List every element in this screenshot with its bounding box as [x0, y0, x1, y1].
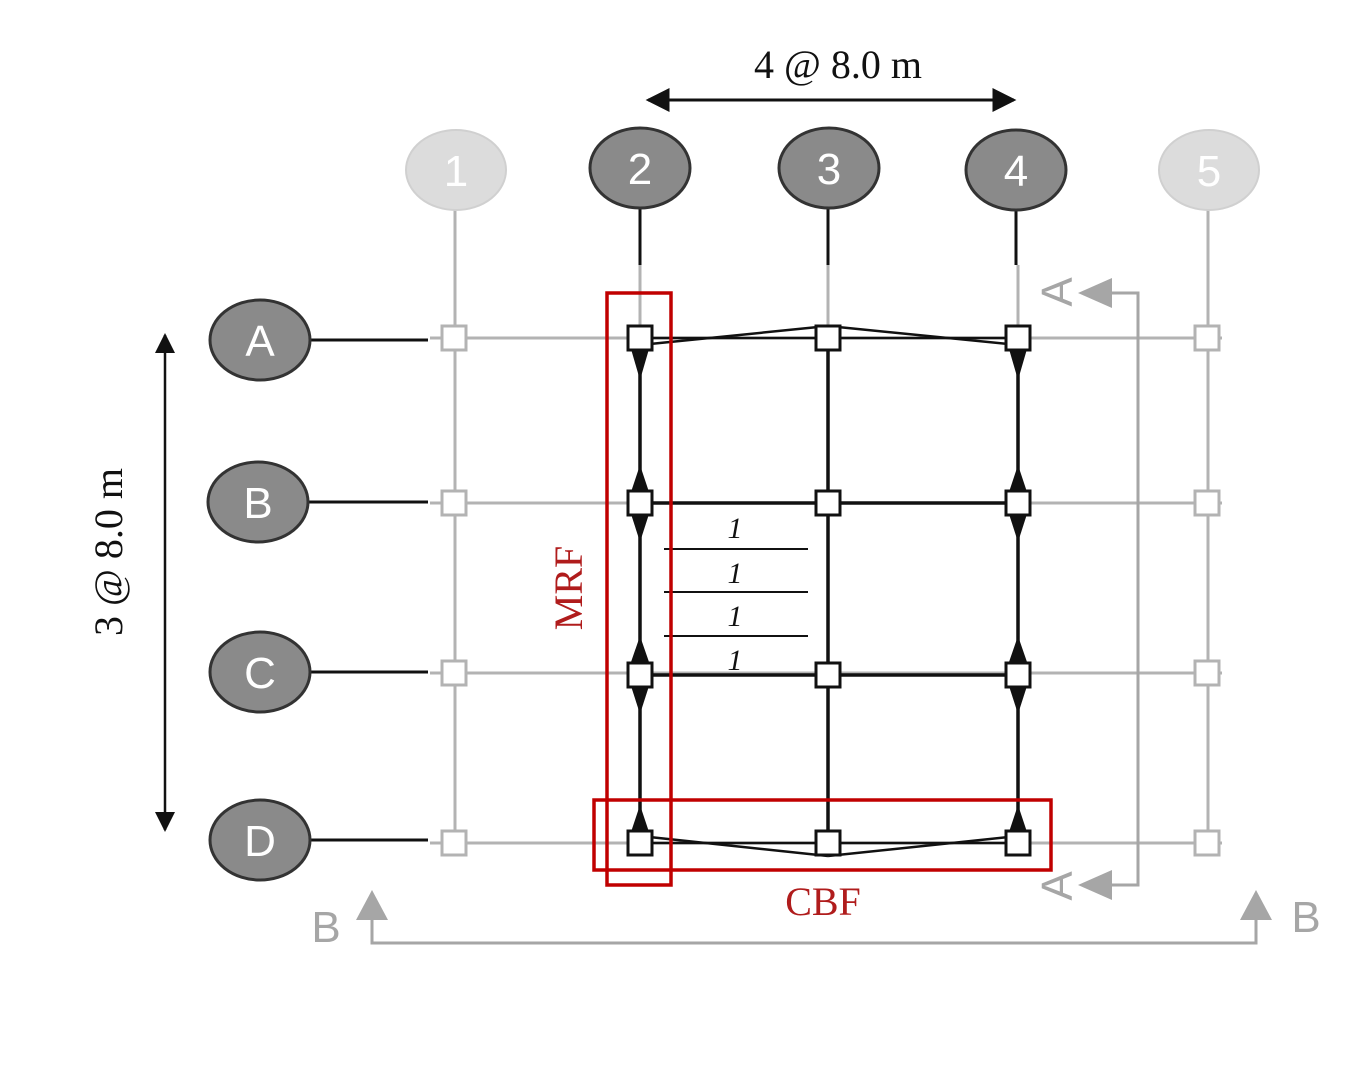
row-label: C [244, 649, 276, 698]
section-a-arrows [1078, 278, 1112, 900]
horizontal-dimension-label: 4 @ 8.0 m [754, 42, 922, 87]
column-bubble-5: 5 [1158, 129, 1260, 211]
frame-members [638, 336, 1020, 845]
joist-label: 1 [728, 600, 743, 633]
column-label: 5 [1197, 147, 1221, 196]
section-a-bottom-label: A [1033, 871, 1082, 901]
joist-label: 1 [728, 644, 743, 677]
column-bubble-4: 4 [964, 128, 1068, 212]
grid-lines [430, 210, 1222, 845]
column-bubbles: 1 2 3 4 5 [405, 126, 1260, 212]
column-bubble-2: 2 [588, 126, 692, 210]
row-bubble-d: D [208, 798, 312, 882]
cbf-box [592, 798, 1053, 872]
moment-connections [631, 349, 1027, 832]
section-a-top-label: A [1033, 277, 1082, 307]
row-label: D [244, 817, 276, 866]
gray-nodes [440, 324, 1221, 857]
column-bubble-3: 3 [777, 126, 881, 210]
mrf-label: MRF [546, 546, 591, 631]
joists [664, 548, 808, 637]
frame-highlights [592, 291, 1053, 887]
column-bubble-1: 1 [405, 129, 507, 211]
joist-labels: 1 1 1 1 [728, 512, 743, 677]
row-bubble-c: C [208, 630, 312, 714]
vertical-dimension: 3 @ 8.0 m [86, 333, 175, 832]
section-b-cut [370, 915, 1258, 945]
section-b-arrows [356, 890, 1272, 920]
section-b-right-label: B [1291, 893, 1320, 942]
joist-label: 1 [728, 512, 743, 545]
section-b-left-label: B [311, 903, 340, 952]
joist-label: 1 [728, 557, 743, 590]
row-label: B [243, 479, 272, 528]
column-label: 2 [628, 145, 652, 194]
row-label: A [245, 317, 275, 366]
bubble-stems [308, 208, 1018, 842]
column-label: 3 [817, 145, 841, 194]
cbf-label: CBF [785, 879, 861, 924]
vertical-dimension-label: 3 @ 8.0 m [86, 468, 131, 636]
column-label: 4 [1004, 147, 1028, 196]
row-bubbles: A B C D [206, 298, 312, 882]
frame-nodes [626, 324, 1032, 857]
horizontal-dimension: 4 @ 8.0 m [645, 42, 1017, 112]
row-bubble-a: A [208, 298, 312, 382]
row-bubble-b: B [206, 460, 310, 544]
mrf-box [605, 291, 673, 887]
column-label: 1 [444, 147, 468, 196]
section-a-cut [1098, 291, 1140, 887]
